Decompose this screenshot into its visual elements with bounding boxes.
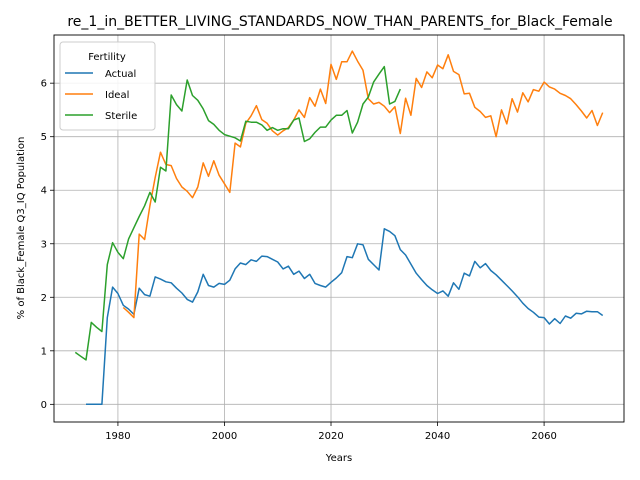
x-tick-label: 2000: [212, 431, 237, 442]
legend-label-sterile: Sterile: [105, 111, 137, 122]
series-line-ideal: [122, 50, 604, 319]
y-tick-label: 5: [41, 132, 47, 143]
y-tick-label: 4: [41, 186, 47, 197]
series-line-sterile: [74, 65, 401, 361]
y-tick-label: 3: [41, 239, 47, 250]
legend-label-ideal: Ideal: [105, 90, 129, 101]
x-axis: 1980 2000 2020 2040 2060: [105, 422, 557, 442]
x-tick-label: 1980: [105, 431, 130, 442]
y-tick-label: 1: [41, 346, 47, 357]
series-lines: [74, 50, 604, 406]
x-tick-label: 2060: [531, 431, 556, 442]
legend-title: Fertility: [88, 52, 126, 63]
x-axis-label: Years: [325, 453, 352, 464]
y-tick-label: 6: [41, 79, 47, 90]
plot-frame: [53, 34, 625, 423]
y-axis-label: % of Black_Female Q3_IQ Population: [16, 137, 27, 320]
y-axis: 0 1 2 3 4 5 6: [41, 79, 54, 411]
y-tick-label: 2: [41, 293, 47, 304]
legend-label-actual: Actual: [105, 69, 136, 80]
y-tick-label: 0: [41, 400, 47, 411]
series-line-actual: [86, 228, 604, 406]
x-tick-label: 2040: [425, 431, 450, 442]
x-tick-label: 2020: [318, 431, 343, 442]
chart-title: re_1_in_BETTER_LIVING_STANDARDS_NOW_THAN…: [67, 14, 612, 30]
legend-box: [59, 41, 156, 131]
legend: Fertility Actual Ideal Sterile: [59, 41, 156, 131]
